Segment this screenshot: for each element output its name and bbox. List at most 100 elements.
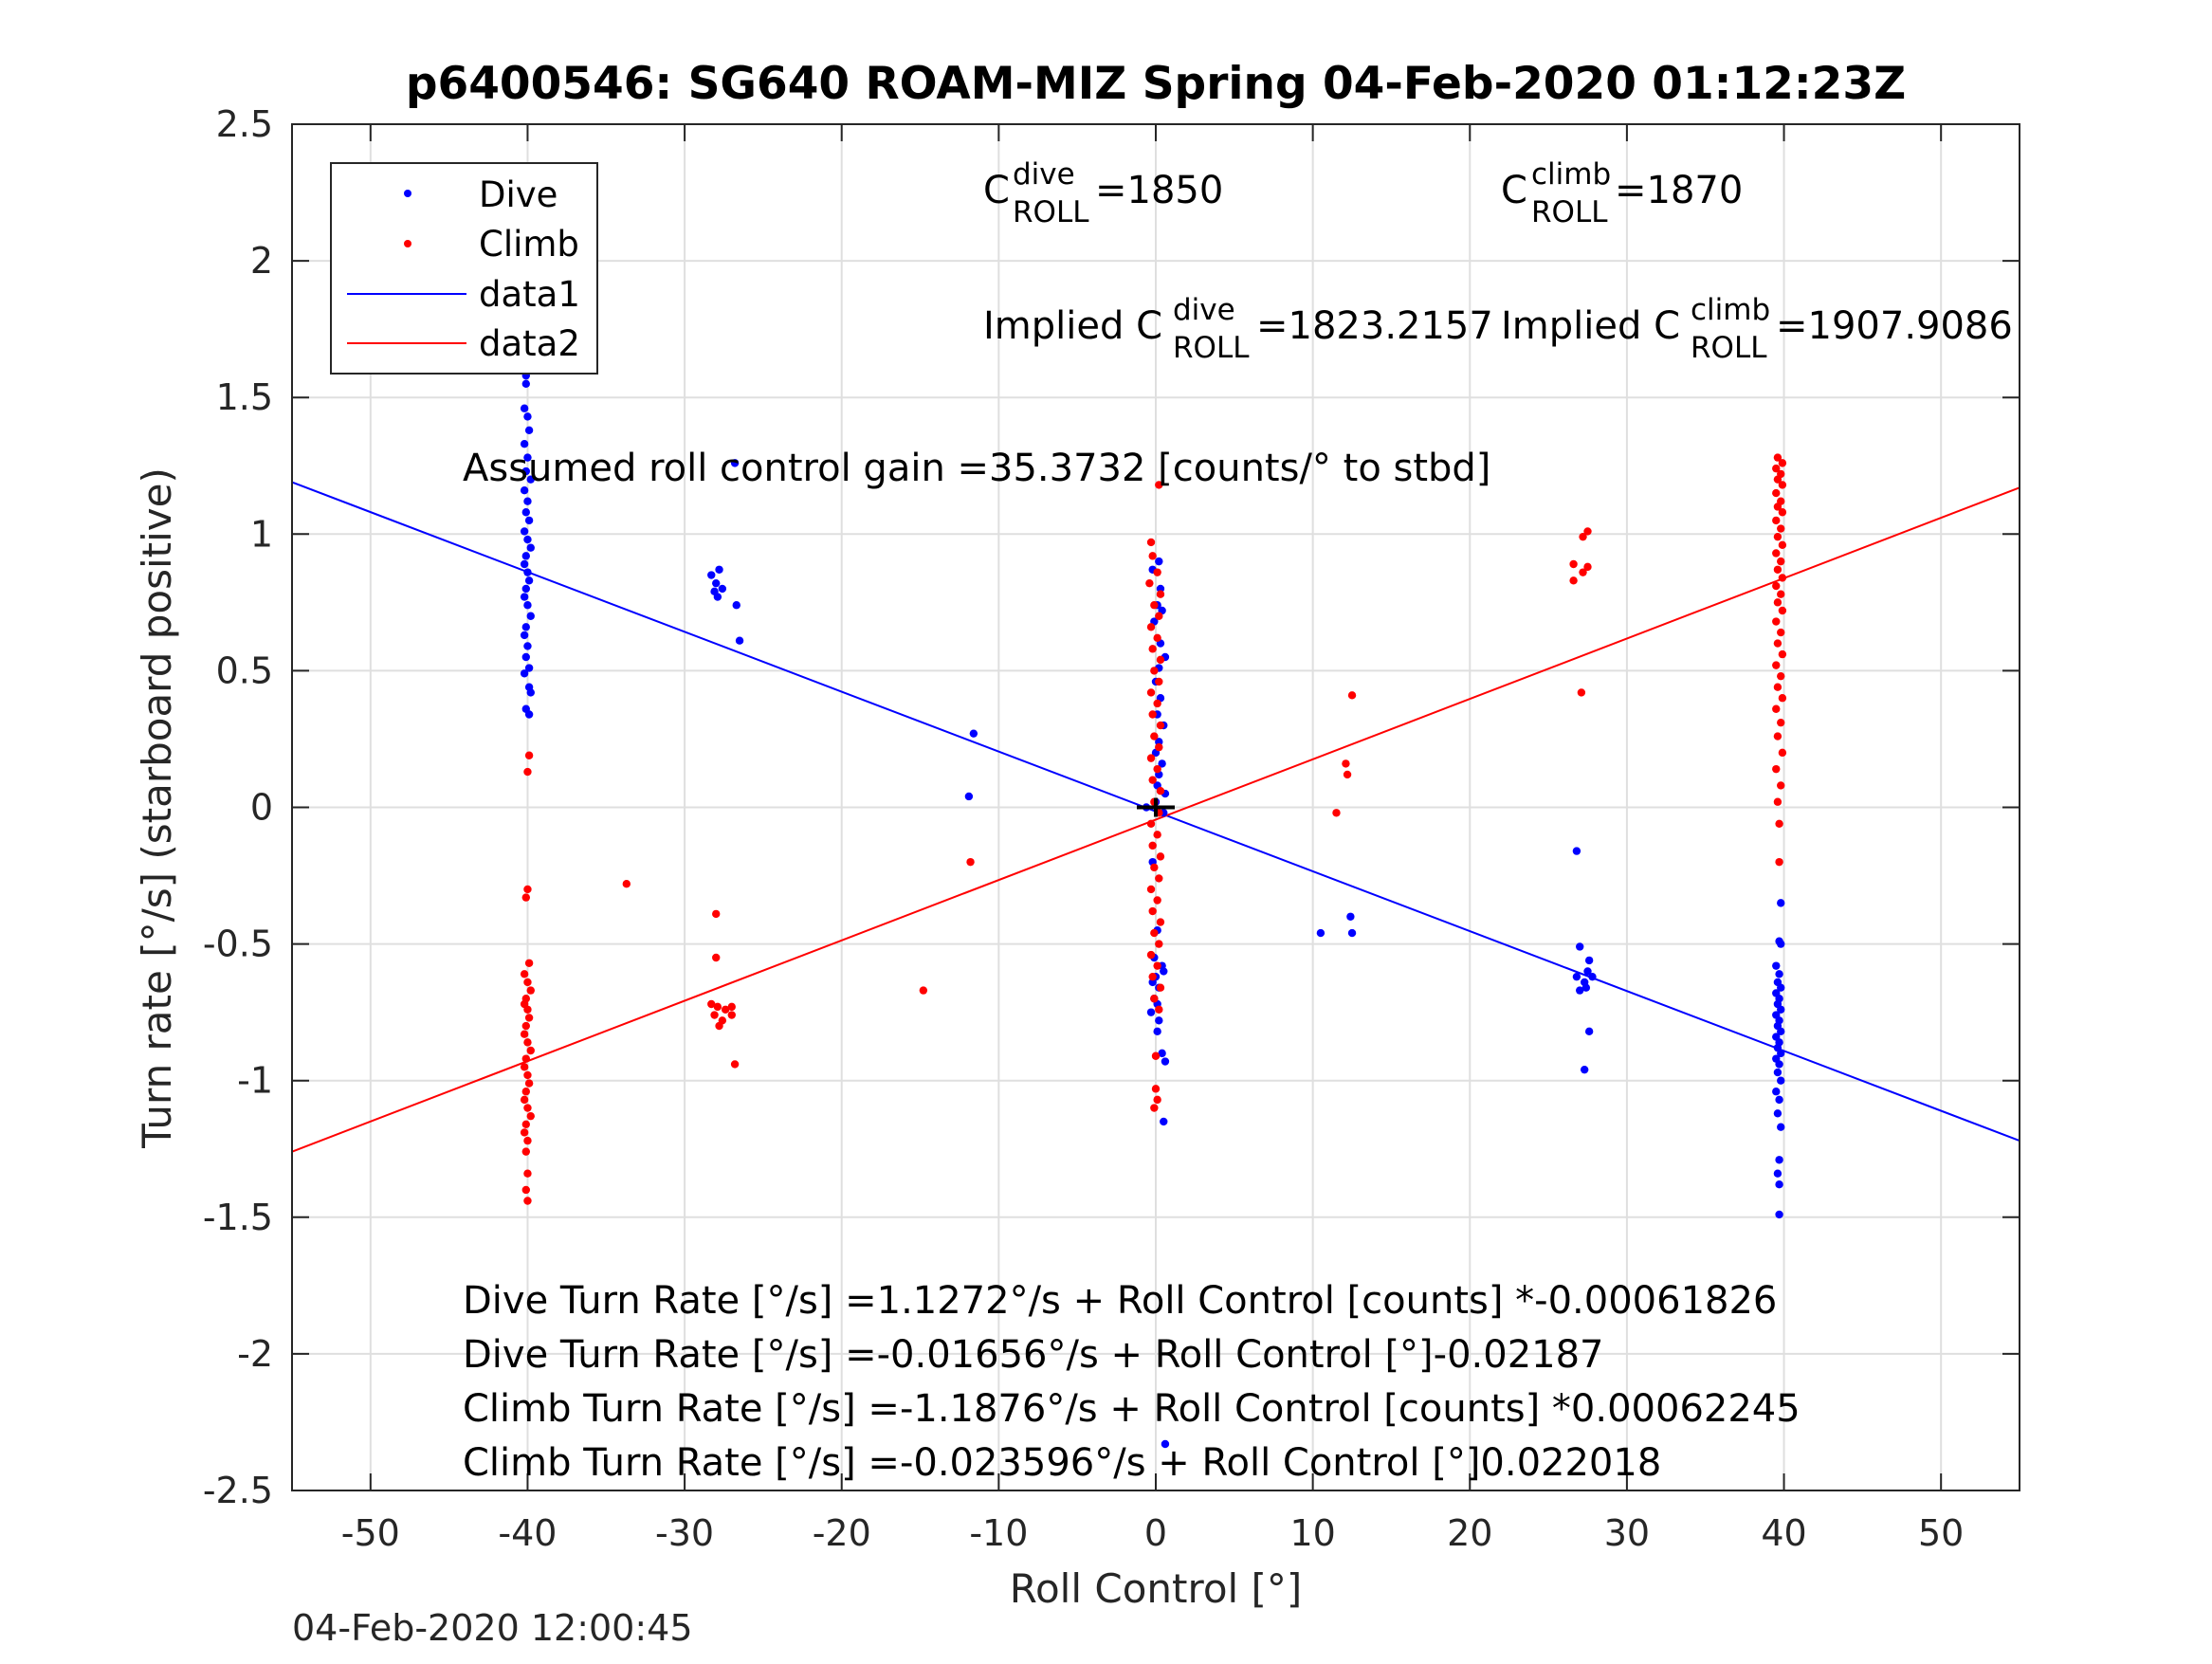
climb-point <box>1773 565 1782 574</box>
climb-point <box>1773 453 1782 462</box>
dive-point <box>969 729 978 738</box>
implied-dive-value: =1823.2157 <box>1256 304 1493 348</box>
x-tick-label: -50 <box>341 1512 400 1554</box>
climb-point <box>1778 606 1787 615</box>
dive-point <box>523 412 532 421</box>
dive-point <box>1773 1169 1782 1178</box>
x-tick-label: 20 <box>1447 1512 1492 1554</box>
climb-point <box>1148 710 1157 719</box>
fit-line-4: Climb Turn Rate [°/s] =-0.023596°/s + Ro… <box>463 1441 1661 1485</box>
climb-point <box>523 1197 532 1205</box>
legend-dive-marker <box>404 190 411 197</box>
climb-point <box>622 879 631 888</box>
dive-point <box>713 593 722 601</box>
y-tick-label: -2 <box>237 1333 273 1375</box>
dive-point <box>520 669 529 678</box>
dive-point <box>1775 1180 1783 1189</box>
climb-point <box>526 1111 535 1121</box>
c-climb-annotation: C climb ROLL =1870 <box>1501 157 1743 229</box>
climb-point <box>1153 961 1161 970</box>
fit-line-3: Climb Turn Rate [°/s] =-1.1876°/s + Roll… <box>463 1387 1801 1431</box>
c-climb-main: C <box>1501 169 1527 212</box>
dive-point <box>1153 1027 1161 1036</box>
climb-point <box>1155 1005 1163 1014</box>
x-tick-label: 40 <box>1761 1512 1806 1554</box>
dive-point <box>1777 983 1785 992</box>
climb-point <box>526 986 535 995</box>
climb-point <box>721 1005 730 1014</box>
implied-climb-value: =1907.9086 <box>1776 304 2013 348</box>
c-dive-sub: ROLL <box>1013 195 1089 229</box>
dive-point <box>1158 759 1166 768</box>
dive-point <box>521 379 530 388</box>
climb-point <box>1153 1095 1161 1105</box>
climb-point <box>1775 857 1783 867</box>
climb-point <box>520 1063 529 1071</box>
climb-point <box>1155 874 1163 883</box>
series-climb <box>520 453 1787 1205</box>
climb-point <box>1579 568 1587 576</box>
dive-point <box>520 439 529 448</box>
dive-point <box>715 565 723 574</box>
implied-climb-sup: climb <box>1691 293 1770 327</box>
climb-point <box>1778 540 1787 550</box>
climb-point <box>526 1046 535 1055</box>
climb-point <box>1146 885 1156 894</box>
climb-point <box>1148 776 1157 784</box>
implied-climb-prefix: Implied C <box>1501 304 1680 348</box>
y-tick-label: 2.5 <box>216 103 273 145</box>
dive-point <box>521 652 530 662</box>
legend-data2-label: data2 <box>479 323 580 364</box>
c-dive-main: C <box>983 169 1010 212</box>
climb-point <box>523 1038 532 1047</box>
climb-point <box>1778 694 1787 703</box>
climb-point <box>520 970 529 978</box>
c-dive-annotation: C dive ROLL =1850 <box>983 157 1223 229</box>
dive-point <box>523 642 532 650</box>
climb-point <box>1343 770 1352 779</box>
climb-point <box>1569 559 1578 569</box>
climb-point <box>1146 538 1156 547</box>
legend-data1-label: data1 <box>479 274 580 315</box>
implied-dive-prefix: Implied C <box>983 304 1162 348</box>
dive-point <box>1572 972 1581 981</box>
climb-point <box>1153 831 1161 839</box>
climb-point <box>1155 677 1163 686</box>
climb-point <box>1153 764 1161 774</box>
climb-point <box>1772 661 1781 669</box>
dive-point <box>1146 1008 1156 1016</box>
dive-point <box>521 623 530 631</box>
dive-point <box>523 601 532 610</box>
climb-point <box>1577 688 1586 697</box>
dive-point <box>1572 847 1581 855</box>
dive-point <box>1777 1123 1785 1131</box>
y-tick-label: 1 <box>250 513 273 555</box>
climb-point <box>1155 940 1163 948</box>
climb-point <box>1153 896 1161 905</box>
dive-point <box>521 466 530 476</box>
climb-point <box>1151 1051 1161 1060</box>
x-tick-label: 30 <box>1604 1512 1650 1554</box>
climb-point <box>1146 819 1156 828</box>
dive-point <box>524 426 534 434</box>
dive-point <box>1148 978 1157 987</box>
dive-point <box>732 601 740 610</box>
climb-point <box>1156 918 1165 926</box>
climb-point <box>521 1054 530 1063</box>
footer-timestamp: 04-Feb-2020 12:00:45 <box>292 1607 693 1649</box>
dive-point <box>1777 1005 1785 1014</box>
climb-point <box>1153 633 1161 643</box>
climb-point <box>1155 481 1163 489</box>
climb-point <box>521 1147 530 1156</box>
y-tick-label: 1.5 <box>216 376 273 418</box>
dive-point <box>1777 1027 1785 1036</box>
dive-point <box>524 710 534 719</box>
dive-point <box>730 459 740 467</box>
climb-point <box>1777 628 1785 637</box>
climb-point <box>1778 649 1787 659</box>
dive-point <box>707 571 716 579</box>
dive-point <box>1576 942 1584 951</box>
c-climb-sup: climb <box>1531 157 1611 192</box>
dive-point <box>1156 584 1165 594</box>
